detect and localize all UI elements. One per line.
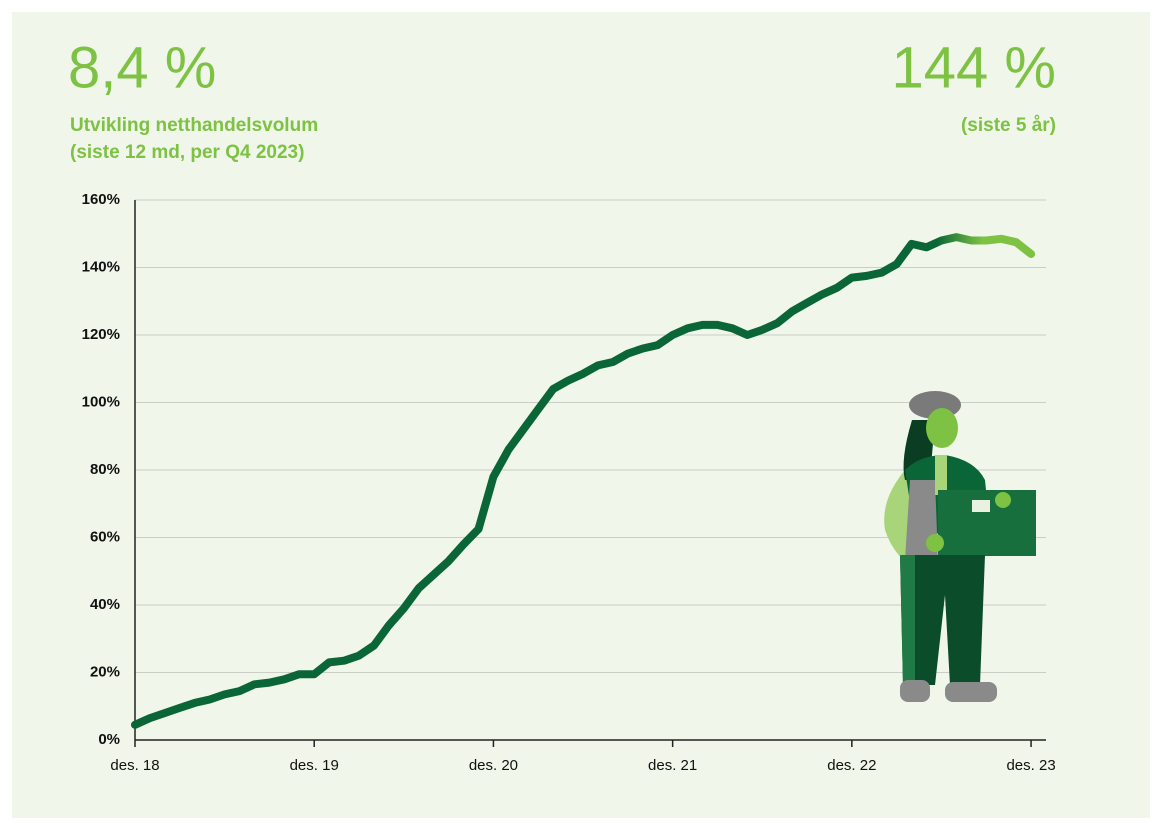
kpi-value: 8,4 % [68,35,216,100]
x-tick-label: des. 23 [1006,757,1055,774]
y-tick-label: 20% [90,663,120,680]
y-tick-label: 100% [82,393,120,410]
y-tick-label: 140% [82,258,120,275]
x-tick-label: des. 21 [648,757,697,774]
x-tick-label: des. 20 [469,757,518,774]
kpi-label: Utvikling netthandelsvolum [70,115,318,136]
y-tick-label: 0% [98,731,120,748]
x-tick-label: des. 19 [290,757,339,774]
kpi-label: (siste 5 år) [961,115,1056,136]
x-tick-label: des. 22 [827,757,876,774]
x-tick-label: des. 18 [110,757,159,774]
kpi-label: (siste 12 md, per Q4 2023) [70,142,304,163]
y-tick-label: 80% [90,461,120,478]
courier-illustration [884,391,1036,702]
y-tick-label: 60% [90,528,120,545]
y-tick-label: 160% [82,191,120,208]
y-tick-label: 120% [82,326,120,343]
kpi-value: 144 % [892,35,1056,100]
data-line [131,233,1036,729]
y-tick-label: 40% [90,596,120,613]
